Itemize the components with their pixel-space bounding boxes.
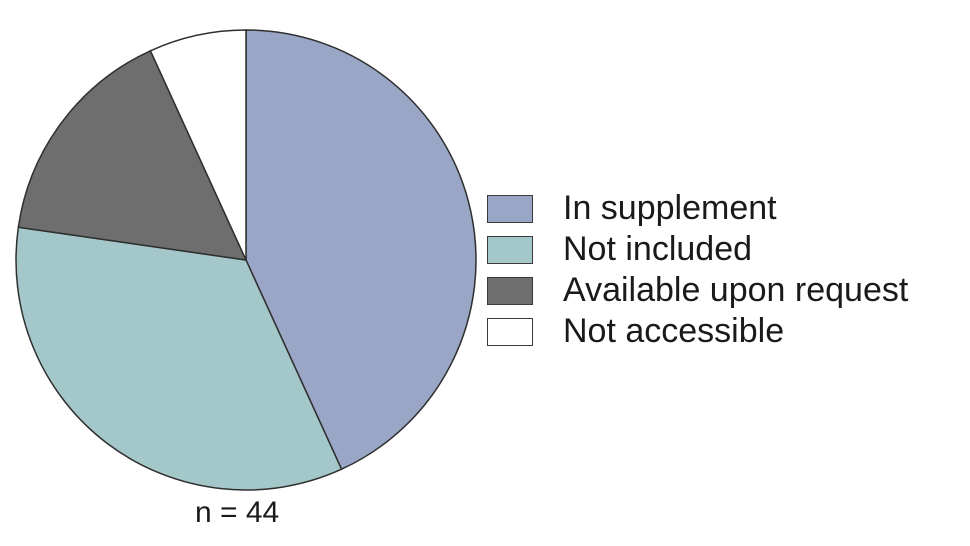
- legend-item-in-supplement: In supplement: [487, 188, 908, 229]
- pie-slice-in-supplement: [245, 29, 477, 471]
- pie-slice-not-included: [15, 226, 343, 491]
- legend-label-not-accessible: Not accessible: [563, 312, 785, 350]
- legend: In supplement Not included Available upo…: [487, 188, 908, 352]
- legend-item-not-included: Not included: [487, 229, 908, 270]
- legend-label-in-supplement: In supplement: [563, 189, 777, 227]
- legend-swatch-in-supplement: [487, 194, 533, 223]
- legend-item-available-upon-request: Available upon request: [487, 270, 908, 311]
- sample-size-label: n = 44: [195, 496, 280, 529]
- legend-swatch-not-accessible: [487, 317, 533, 346]
- legend-label-not-included: Not included: [563, 230, 753, 268]
- legend-swatch-available-upon-request: [487, 276, 533, 305]
- pie-slice-not-accessible: [149, 29, 247, 261]
- pie-slice-available-upon-request: [17, 49, 248, 261]
- legend-label-available-upon-request: Available upon request: [563, 271, 909, 309]
- legend-swatch-not-included: [487, 235, 533, 264]
- legend-item-not-accessible: Not accessible: [487, 311, 908, 352]
